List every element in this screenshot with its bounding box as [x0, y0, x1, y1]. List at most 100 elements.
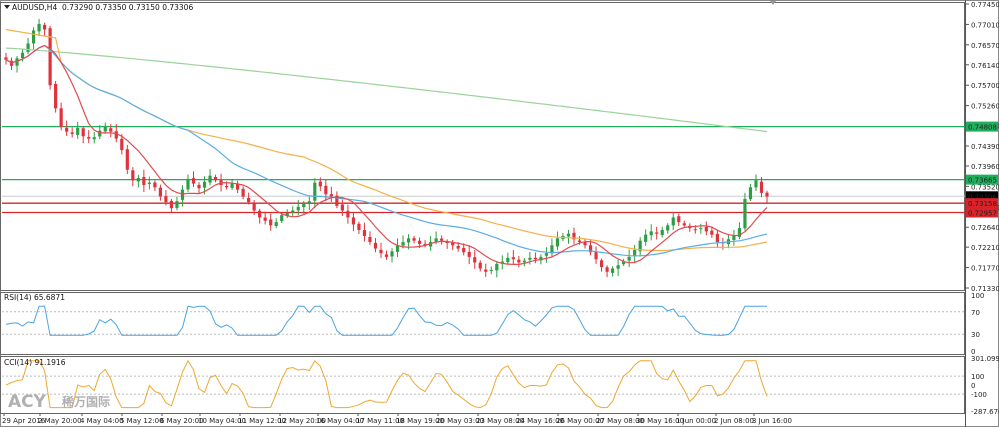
- candle-body: [92, 137, 96, 140]
- price-tick-label: 0.75260: [971, 103, 999, 111]
- candle-body: [241, 188, 245, 197]
- candle-body: [324, 185, 328, 195]
- x-tick-label: 18 May 19:00: [396, 417, 444, 425]
- candle-body: [462, 247, 466, 253]
- watermark-cn: 稀万国际: [62, 394, 110, 409]
- candle-body: [269, 219, 273, 226]
- candle-body: [384, 254, 389, 257]
- candle-body: [655, 232, 659, 234]
- candle-body: [307, 201, 311, 204]
- candle-body: [153, 182, 157, 188]
- x-tick-label: 17 May 11:00: [356, 417, 404, 425]
- price-tick-label: 0.72640: [971, 224, 999, 232]
- candle-body: [120, 138, 124, 151]
- candle-body: [4, 57, 8, 60]
- candle-body: [577, 240, 582, 243]
- price-tick-label: 0.73960: [971, 163, 999, 171]
- cci-tick-label: 0: [971, 382, 975, 390]
- candle-body: [633, 249, 637, 257]
- cci-line: [5, 359, 768, 409]
- price-tick-label: 0.72210: [971, 244, 999, 252]
- candle-body: [98, 130, 102, 137]
- candle-body: [335, 195, 339, 206]
- candle-body: [351, 217, 356, 225]
- candle-body: [395, 245, 400, 252]
- cci-tick-label: 301.0998: [971, 355, 999, 363]
- x-tick-label: 3 Jun 16:00: [752, 417, 792, 425]
- candle-body: [191, 178, 196, 184]
- candle-body: [109, 128, 113, 132]
- candle-body: [313, 182, 317, 201]
- candle-body: [340, 204, 344, 211]
- candle-body: [224, 185, 229, 188]
- candle-body: [572, 232, 576, 240]
- rsi-tick-label: 30: [971, 331, 980, 339]
- candle-body: [544, 253, 549, 256]
- candle-body: [131, 170, 135, 181]
- cci-tick-label: -100: [971, 391, 987, 399]
- candle-body: [495, 263, 499, 271]
- candle-body: [197, 184, 201, 189]
- candle-body: [274, 222, 278, 226]
- chevron-down-icon: [4, 5, 10, 9]
- candle-body: [434, 238, 438, 242]
- candle-body: [318, 181, 322, 187]
- level-tag-green: [966, 121, 998, 132]
- candle-body: [87, 136, 91, 139]
- candle-body: [258, 210, 262, 218]
- x-tick-label: 23 May 08:00: [476, 417, 524, 425]
- rsi-line: [5, 305, 767, 336]
- rsi-tick-label: 100: [971, 292, 984, 300]
- candle-body: [478, 262, 482, 269]
- candle-body: [693, 229, 697, 231]
- candle-body: [247, 197, 251, 203]
- candle-body: [445, 241, 449, 243]
- sma-200-line: [5, 47, 768, 133]
- candle-body: [31, 30, 36, 44]
- current-price-tag: [966, 191, 998, 202]
- candle-body: [142, 177, 146, 185]
- sma-short-line: [5, 44, 768, 265]
- level-tag-green: [966, 174, 998, 185]
- candle-body: [76, 127, 80, 135]
- rsi-tick-label: 0: [971, 348, 975, 356]
- candle-body: [285, 212, 289, 217]
- x-tick-label: 30 May 16:00: [636, 417, 684, 425]
- x-tick-label: 20 May 03:00: [436, 417, 484, 425]
- candle-body: [125, 149, 129, 170]
- candle-body: [15, 58, 19, 66]
- x-tick-label: 26 May 00:00: [556, 417, 604, 425]
- level-label: 0.73306: [968, 193, 997, 201]
- level-label: 0.73158: [968, 200, 997, 208]
- candle-body: [588, 245, 593, 253]
- candle-body: [583, 242, 587, 246]
- candle-body: [484, 269, 488, 272]
- price-tick-label: 0.75700: [971, 82, 999, 90]
- candle-body: [213, 176, 218, 181]
- candle-body: [732, 236, 736, 241]
- level-label: 0.72957: [968, 209, 997, 217]
- candle-body: [296, 206, 300, 211]
- candle-body: [737, 228, 742, 237]
- candle-body: [379, 249, 383, 254]
- candle-body: [666, 225, 670, 231]
- x-tick-label: 29 Apr 2016: [2, 417, 46, 425]
- candle-body: [671, 217, 675, 226]
- candle-body: [677, 216, 681, 223]
- candle-body: [710, 230, 714, 235]
- cci-pane: [0, 356, 965, 414]
- candle-body: [368, 236, 372, 243]
- level-label: 0.74808: [968, 124, 997, 132]
- price-tick-label: 0.74390: [971, 143, 999, 151]
- candle-body: [20, 52, 25, 59]
- candle-body: [401, 242, 405, 246]
- candle-body: [429, 242, 433, 247]
- candle-body: [357, 223, 361, 230]
- candle-body: [500, 261, 504, 264]
- candle-body: [26, 43, 30, 52]
- x-tick-label: 6 May 20:00: [160, 417, 204, 425]
- candle-body: [440, 238, 444, 241]
- ohlc-label: 0.73290 0.73350 0.73150 0.73306: [62, 3, 193, 12]
- candle-body: [252, 202, 256, 211]
